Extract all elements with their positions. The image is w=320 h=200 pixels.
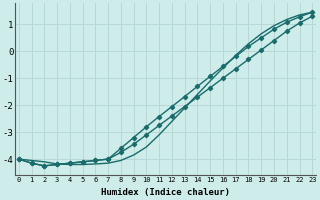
X-axis label: Humidex (Indice chaleur): Humidex (Indice chaleur): [101, 188, 230, 197]
